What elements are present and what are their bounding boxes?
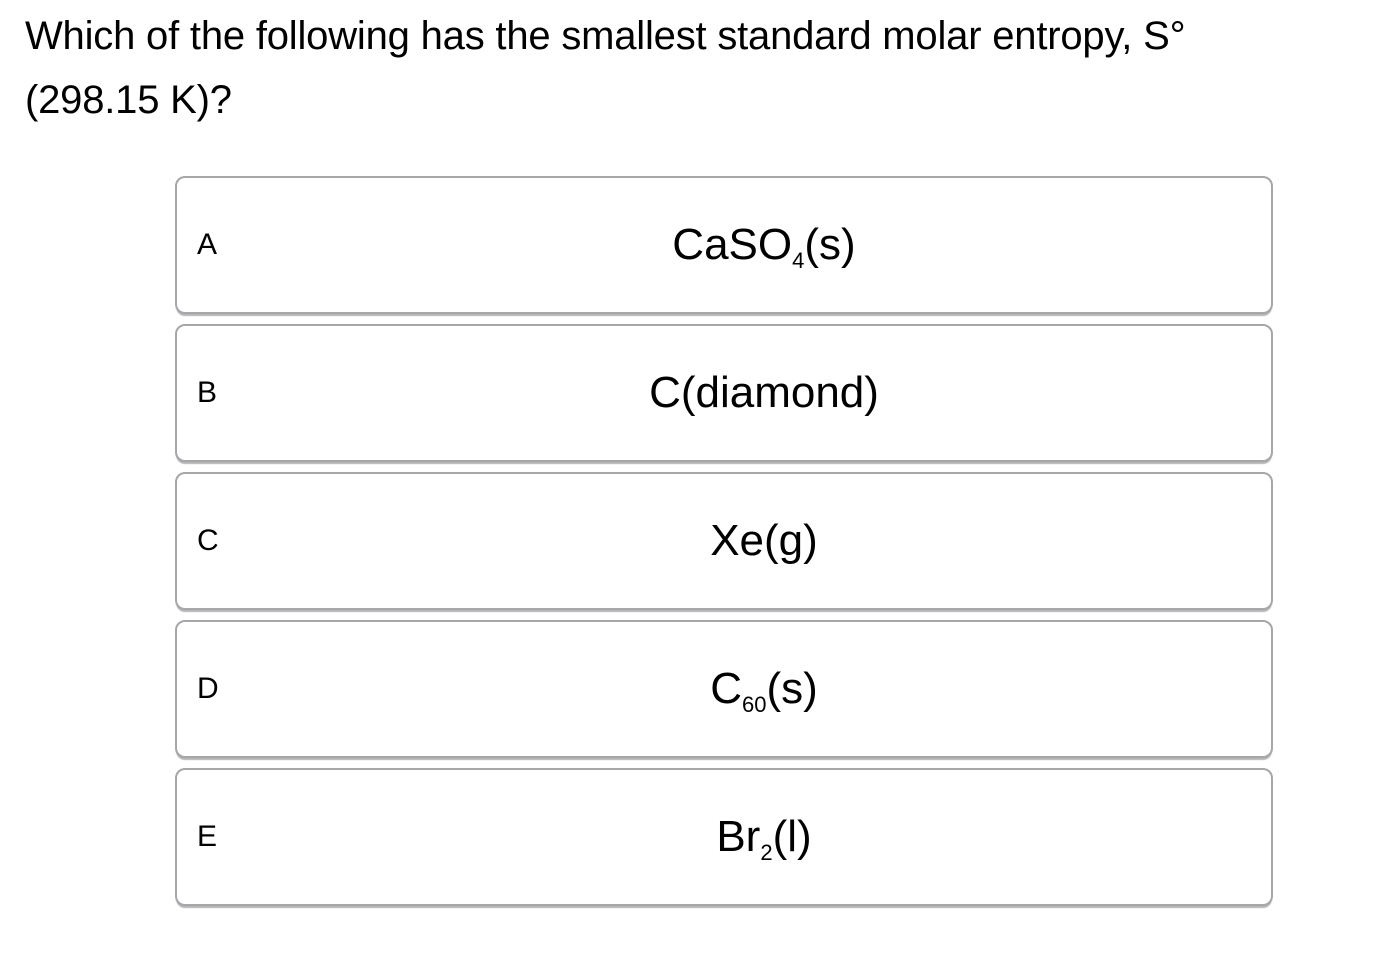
option-e-formula-pre: Br — [716, 812, 761, 861]
option-c-formula: Xe(g) — [257, 519, 1271, 563]
option-e-formula-post: (l) — [772, 812, 812, 861]
question-line-1: Which of the following has the smallest … — [25, 14, 1186, 58]
option-e[interactable]: E Br2(l) — [175, 768, 1273, 906]
option-c[interactable]: C Xe(g) — [175, 472, 1273, 610]
option-a-formula: CaSO4(s) — [257, 220, 1271, 272]
options-list: A CaSO4(s) B C(diamond) C Xe(g) D C60(s)… — [175, 176, 1273, 906]
option-a-formula-post: (s) — [804, 220, 856, 269]
option-a-letter: A — [197, 228, 218, 261]
option-a-formula-pre: CaSO — [672, 220, 793, 269]
option-a-formula-subscript: 4 — [792, 247, 805, 273]
option-b[interactable]: B C(diamond) — [175, 324, 1273, 462]
option-d-formula-post: (s) — [766, 664, 818, 713]
option-c-formula-pre: Xe(g) — [710, 516, 818, 565]
option-c-letter: C — [197, 524, 219, 557]
question-line-2: (298.15 K)? — [25, 78, 232, 122]
question-text: Which of the following has the smallest … — [25, 4, 1357, 132]
option-b-letter: B — [197, 376, 218, 409]
option-e-formula-subscript: 2 — [760, 839, 773, 865]
option-d-formula-pre: C — [710, 664, 742, 713]
option-b-formula-pre: C(diamond) — [649, 368, 879, 417]
option-d[interactable]: D C60(s) — [175, 620, 1273, 758]
option-a[interactable]: A CaSO4(s) — [175, 176, 1273, 314]
option-d-letter: D — [197, 672, 219, 705]
option-e-formula: Br2(l) — [257, 812, 1271, 864]
option-b-formula: C(diamond) — [257, 371, 1271, 415]
option-e-letter: E — [197, 820, 218, 853]
option-d-formula: C60(s) — [257, 664, 1271, 716]
option-d-formula-subscript: 60 — [741, 691, 767, 717]
